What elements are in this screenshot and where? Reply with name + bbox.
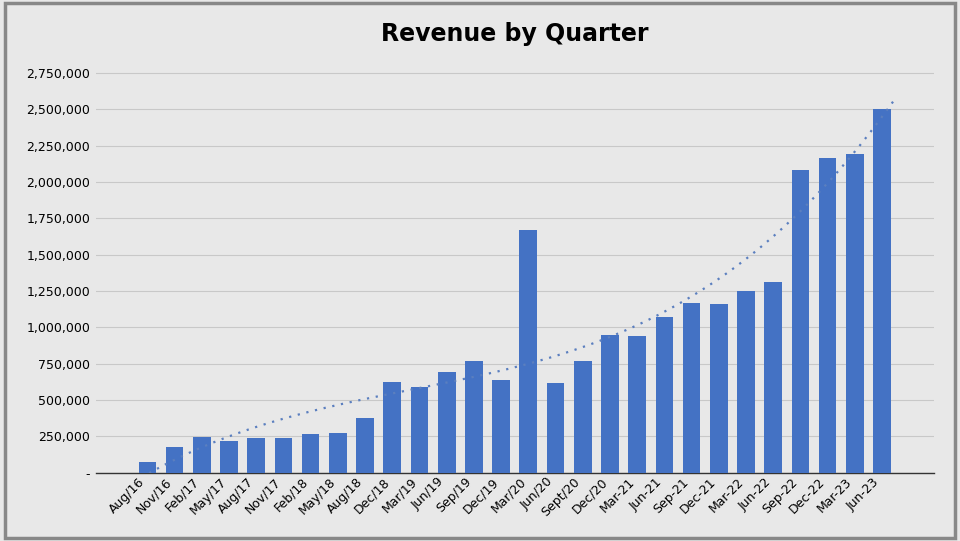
Title: Revenue by Quarter: Revenue by Quarter <box>381 22 648 46</box>
Bar <box>574 361 591 473</box>
Bar <box>819 158 836 473</box>
Bar <box>656 317 673 473</box>
Bar <box>356 418 373 473</box>
Bar <box>301 434 320 473</box>
Bar <box>792 170 809 473</box>
Bar <box>166 447 183 473</box>
Bar <box>683 302 701 473</box>
Bar <box>737 291 755 473</box>
Bar <box>438 372 456 473</box>
Bar <box>846 155 864 473</box>
Bar <box>628 336 646 473</box>
Bar <box>138 461 156 473</box>
Bar <box>764 282 782 473</box>
Bar <box>546 382 564 473</box>
Bar <box>874 109 891 473</box>
Bar <box>329 433 347 473</box>
Bar <box>383 382 401 473</box>
Bar <box>220 441 238 473</box>
Bar <box>601 334 619 473</box>
Bar <box>465 361 483 473</box>
Bar <box>710 304 728 473</box>
Bar <box>492 380 510 473</box>
Bar <box>193 437 210 473</box>
Bar <box>275 438 292 473</box>
Bar <box>519 230 538 473</box>
Bar <box>248 438 265 473</box>
Bar <box>411 387 428 473</box>
